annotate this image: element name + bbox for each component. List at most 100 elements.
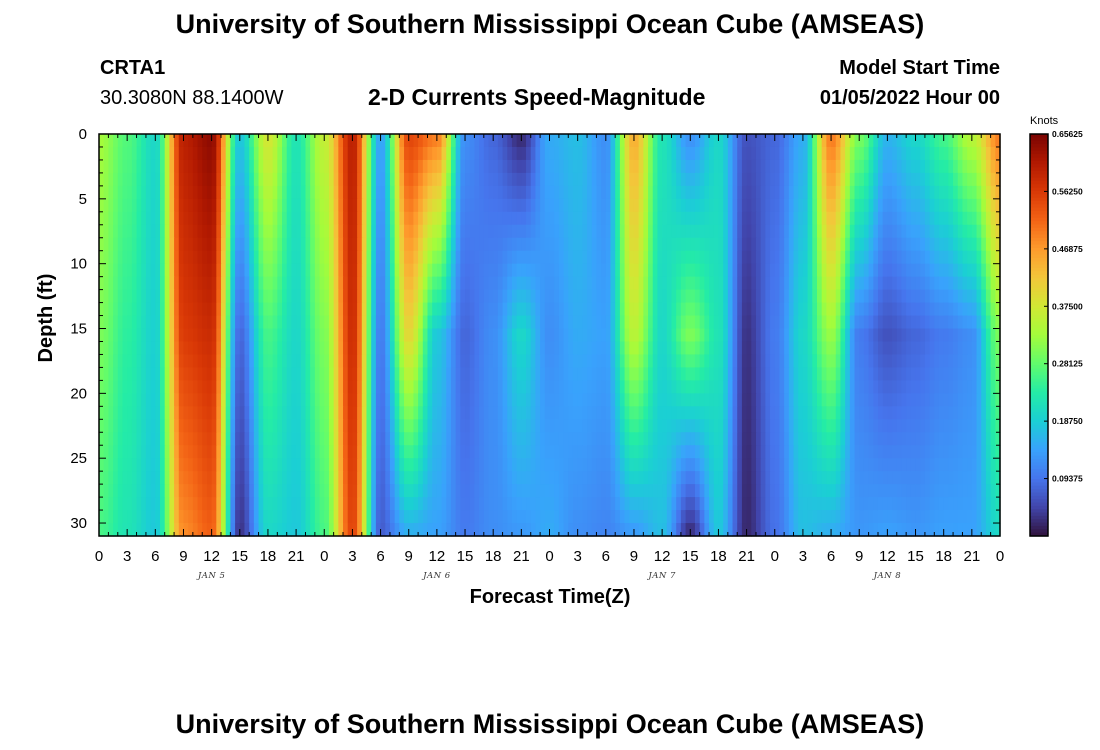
heatmap-cell [849, 263, 856, 278]
heatmap-cell [563, 380, 569, 394]
heatmap-cell [352, 289, 358, 304]
heatmap-cell [305, 237, 311, 252]
heatmap-cell [624, 367, 630, 381]
heatmap-cell [948, 198, 954, 213]
heatmap-cell [737, 224, 743, 239]
heatmap-cell [976, 419, 982, 433]
heatmap-cell [558, 134, 565, 148]
heatmap-cell [225, 276, 231, 291]
heatmap-cell [971, 276, 978, 291]
heatmap-cell [272, 146, 278, 161]
heatmap-cell [399, 432, 405, 446]
heatmap-cell [174, 198, 180, 213]
heatmap-cell [572, 354, 579, 369]
heatmap-cell [300, 224, 307, 239]
heatmap-cell [314, 419, 321, 433]
heatmap-cell [558, 172, 565, 187]
heatmap-cell [615, 289, 621, 304]
heatmap-cell [418, 328, 424, 343]
heatmap-cell [624, 315, 630, 330]
heatmap-cell [746, 276, 752, 291]
heatmap-cell [737, 276, 743, 291]
heatmap-cell [291, 367, 297, 381]
heatmap-cell [718, 263, 724, 278]
heatmap-cell [685, 302, 691, 317]
heatmap-cell [643, 393, 649, 407]
heatmap-cell [713, 263, 720, 278]
heatmap-cell [962, 432, 968, 446]
heatmap-cell [399, 341, 405, 356]
heatmap-cell [657, 237, 663, 252]
heatmap-cell [741, 263, 748, 278]
heatmap-cell [465, 341, 471, 356]
heatmap-cell [892, 250, 898, 265]
heatmap-cell [530, 224, 537, 239]
heatmap-cell [741, 276, 748, 291]
heatmap-cell [131, 146, 138, 161]
heatmap-cell [788, 198, 795, 213]
heatmap-cell [113, 198, 119, 213]
heatmap-cell [737, 458, 743, 472]
heatmap-cell [802, 198, 809, 213]
heatmap-cell [831, 367, 837, 381]
heatmap-cell [507, 406, 513, 420]
heatmap-cell [887, 354, 893, 369]
heatmap-cell [366, 263, 372, 278]
heatmap-cell [249, 406, 255, 420]
heatmap-cell [460, 432, 466, 446]
heatmap-cell [413, 315, 419, 330]
heatmap-cell [141, 263, 147, 278]
heatmap-cell [953, 276, 959, 291]
heatmap-cell [699, 419, 705, 433]
heatmap-cell [160, 432, 166, 446]
heatmap-cell [765, 432, 771, 446]
heatmap-cell [436, 445, 443, 459]
heatmap-cell [816, 354, 823, 369]
heatmap-cell [615, 380, 621, 394]
heatmap-cell [737, 159, 743, 174]
heatmap-cell [788, 250, 795, 265]
heatmap-cell [418, 458, 424, 472]
heatmap-cell [474, 276, 480, 291]
heatmap-cell [197, 211, 203, 226]
heatmap-cell [164, 315, 170, 330]
heatmap-cell [333, 354, 339, 369]
heatmap-cell [296, 302, 302, 317]
heatmap-cell [413, 146, 419, 161]
heatmap-cell [587, 341, 593, 356]
heatmap-cell [596, 250, 602, 265]
heatmap-cell [446, 185, 452, 200]
heatmap-cell [615, 432, 621, 446]
heatmap-cell [160, 406, 166, 420]
heatmap-cell [436, 185, 443, 200]
heatmap-cell [619, 302, 626, 317]
heatmap-cell [211, 354, 217, 369]
heatmap-cell [577, 445, 583, 459]
heatmap-cell [497, 224, 504, 239]
heatmap-cell [624, 419, 630, 433]
heatmap-cell [310, 250, 316, 265]
heatmap-cell [704, 250, 710, 265]
heatmap-cell [577, 198, 583, 213]
heatmap-cell [849, 367, 856, 381]
heatmap-cell [953, 328, 959, 343]
heatmap-cell [188, 159, 194, 174]
heatmap-cell [441, 250, 447, 265]
heatmap-cell [239, 341, 246, 356]
heatmap-cell [183, 432, 189, 446]
heatmap-cell [122, 289, 128, 304]
heatmap-cell [784, 134, 790, 148]
heatmap-cell [732, 302, 738, 317]
heatmap-cell [812, 406, 818, 420]
heatmap-cell [230, 328, 236, 343]
heatmap-cell [338, 172, 344, 187]
heatmap-cell [361, 146, 368, 161]
heatmap-cell [544, 263, 551, 278]
heatmap-cell [849, 445, 856, 459]
heatmap-cell [338, 393, 344, 407]
heatmap-cell [502, 380, 508, 394]
heatmap-cell [221, 134, 227, 148]
heatmap-cell [971, 198, 978, 213]
heatmap-cell [544, 328, 551, 343]
heatmap-cell [258, 237, 264, 252]
